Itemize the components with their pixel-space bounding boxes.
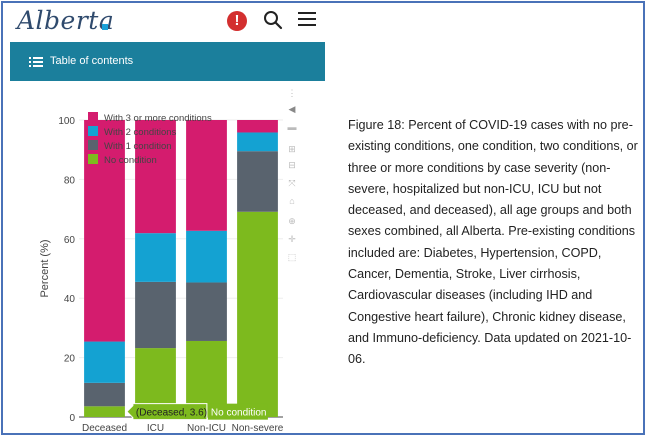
bar-segment <box>84 382 125 407</box>
legend-label: With 2 conditions <box>104 127 177 138</box>
legend-label: With 1 condition <box>104 141 172 152</box>
alberta-logo[interactable]: Alberta <box>17 6 115 35</box>
figure-caption: Figure 18: Percent of COVID-19 cases wit… <box>348 118 638 367</box>
table-of-contents-label: Table of contents <box>50 55 134 67</box>
bar-segment <box>186 230 227 283</box>
bar-segment <box>84 406 125 417</box>
hover-series-box <box>207 403 268 420</box>
x-tick-label: Deceased <box>82 423 127 434</box>
legend-swatch <box>88 112 98 122</box>
search-icon[interactable] <box>263 10 283 30</box>
camera-icon[interactable]: ⋮ <box>287 88 297 98</box>
bar-segment <box>237 132 278 152</box>
bar-segment <box>135 281 176 349</box>
hover-closest-icon[interactable]: ✛ <box>288 234 296 244</box>
hamburger-menu-icon[interactable] <box>298 12 316 26</box>
y-tick-label: 20 <box>64 354 76 365</box>
bar-segment <box>237 120 278 133</box>
y-tick-label: 80 <box>64 175 76 186</box>
chart-container[interactable]: 0 20 40 60 80 100 Percent (%) Deceased ICU Non-IC… <box>3 81 333 436</box>
hover-tooltip-text: (Deceased, 3.6) <box>136 408 207 419</box>
list-icon <box>29 57 43 67</box>
bar-segment <box>186 282 227 341</box>
bar-segment <box>84 120 125 342</box>
x-tick-label: Non-severe <box>232 423 284 434</box>
autoscale-icon[interactable]: ⤧ <box>288 178 296 188</box>
reset-axes-icon[interactable]: ⌂ <box>289 196 295 206</box>
legend-swatch <box>88 140 98 150</box>
hover-tooltip-box <box>126 403 208 421</box>
zoom-icon[interactable]: ◀ <box>288 104 296 114</box>
y-tick-label: 0 <box>69 413 75 424</box>
bar-segment <box>135 233 176 282</box>
bar-segment <box>237 151 278 212</box>
exclamation-circle-icon[interactable]: ! <box>227 11 247 31</box>
bar-segment <box>186 120 227 231</box>
legend-swatch <box>88 154 98 164</box>
legend-label: No condition <box>104 155 157 166</box>
site-header: Alberta ! <box>3 3 333 43</box>
hover-series-label: No condition <box>211 408 267 419</box>
y-axis-label: Percent (%) <box>39 239 51 297</box>
table-of-contents-bar[interactable]: Table of contents <box>10 42 325 81</box>
y-tick-label: 60 <box>64 235 76 246</box>
hover-compare-icon[interactable]: ⬚ <box>287 252 297 262</box>
legend-swatch <box>88 126 98 136</box>
x-tick-label: ICU <box>147 423 164 434</box>
zoom-in-icon[interactable]: ⊞ <box>288 144 296 154</box>
x-tick-label: Non-ICU <box>187 423 226 434</box>
stacked-bar-chart[interactable]: 0 20 40 60 80 100 Percent (%) Deceased ICU Non-IC… <box>3 81 333 436</box>
bar-segment <box>135 120 176 234</box>
pan-icon[interactable]: ▬ <box>287 122 297 132</box>
legend-label: With 3 or more conditions <box>104 113 212 124</box>
bar-segment <box>237 211 278 417</box>
y-tick-label: 100 <box>58 116 75 127</box>
y-tick-label: 40 <box>64 294 76 305</box>
alberta-logo-mark <box>102 24 108 30</box>
bar-segment <box>84 341 125 383</box>
zoom-out-icon[interactable]: ⊟ <box>288 160 296 170</box>
toggle-spike-lines-icon[interactable]: ⊕ <box>288 216 296 226</box>
